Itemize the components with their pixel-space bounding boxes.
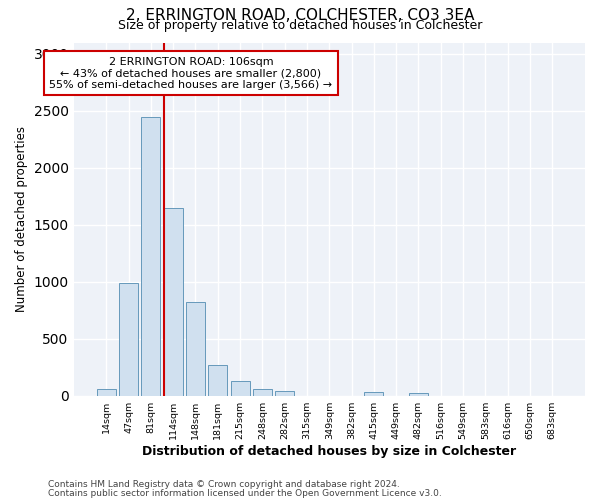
Y-axis label: Number of detached properties: Number of detached properties [15, 126, 28, 312]
Bar [275, 390, 294, 396]
Bar [253, 390, 272, 396]
Text: 2 ERRINGTON ROAD: 106sqm
← 43% of detached houses are smaller (2,800)
55% of sem: 2 ERRINGTON ROAD: 106sqm ← 43% of detach… [49, 56, 332, 90]
Bar [230, 382, 250, 396]
Text: Contains HM Land Registry data © Crown copyright and database right 2024.: Contains HM Land Registry data © Crown c… [48, 480, 400, 489]
Bar [208, 365, 227, 396]
Bar [119, 283, 138, 396]
Bar [364, 392, 383, 396]
Bar [409, 394, 428, 396]
Bar [186, 302, 205, 396]
Text: Size of property relative to detached houses in Colchester: Size of property relative to detached ho… [118, 18, 482, 32]
Bar [164, 208, 182, 396]
Bar [142, 116, 160, 396]
Text: Contains public sector information licensed under the Open Government Licence v3: Contains public sector information licen… [48, 488, 442, 498]
Text: 2, ERRINGTON ROAD, COLCHESTER, CO3 3EA: 2, ERRINGTON ROAD, COLCHESTER, CO3 3EA [126, 8, 474, 22]
X-axis label: Distribution of detached houses by size in Colchester: Distribution of detached houses by size … [142, 444, 517, 458]
Bar [97, 389, 116, 396]
